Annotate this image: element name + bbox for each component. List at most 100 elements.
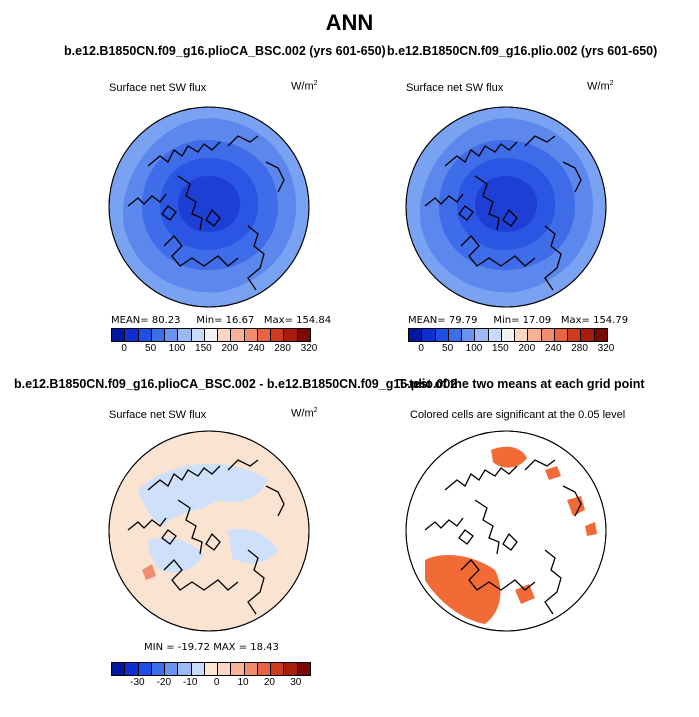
colorbar-cell <box>594 329 607 341</box>
panel-3-colorbar <box>111 662 311 676</box>
significant-region <box>567 496 585 516</box>
coastline <box>265 485 285 517</box>
coastline <box>474 175 500 231</box>
colorbar-cell <box>191 329 205 341</box>
colorbar-tick-label: 50 <box>145 343 157 354</box>
colorbar-cell <box>204 329 219 341</box>
colorbar-cell <box>462 329 476 341</box>
colorbar-tick-label: 150 <box>492 343 509 354</box>
colorbar-tick-label: 320 <box>300 343 318 354</box>
panel-2-min: Min= 17.09 <box>493 315 552 326</box>
colorbar-cell <box>297 329 310 341</box>
colorbar-cell <box>257 663 272 675</box>
panel-1-colorbar-ticks: 0 50 100 150 200 240 280 320 <box>111 343 317 355</box>
coastline <box>460 235 536 267</box>
diff-negative-region <box>228 528 278 564</box>
colorbar-tick-label: 100 <box>168 343 186 354</box>
significant-region <box>585 522 597 536</box>
colorbar-cell <box>257 329 272 341</box>
diff-positive-spot <box>142 564 156 580</box>
panel-3-polar-map <box>108 430 310 632</box>
colorbar-cell <box>178 329 192 341</box>
colorbar-cell <box>165 329 179 341</box>
colorbar-tick-label: 150 <box>195 343 212 354</box>
colorbar-tick-label: 0 <box>121 343 127 354</box>
panel-3-run-title: b.e12.B1850CN.f09_g16.plioCA_BSC.002 - b… <box>14 377 458 391</box>
colorbar-cell <box>271 663 285 675</box>
coastline <box>460 559 536 591</box>
colorbar-cell <box>515 329 529 341</box>
panel-1-polar-map <box>108 106 310 308</box>
colorbar-tick-label: 0 <box>213 677 220 688</box>
coastline <box>147 141 221 167</box>
colorbar-tick-label: 0 <box>418 343 424 354</box>
colorbar-tick-label: 10 <box>237 677 249 688</box>
colorbar-tick-label: 320 <box>597 343 615 354</box>
panel-1-min: Min= 16.67 <box>196 315 255 326</box>
flux-polar-minimum <box>178 176 241 232</box>
flux-polar-minimum <box>475 176 538 232</box>
panel-3-units: W/m2 <box>291 407 318 420</box>
coastline <box>163 559 239 591</box>
colorbar-cell <box>435 329 449 341</box>
map-disc <box>108 430 310 632</box>
colorbar-cell <box>244 663 258 675</box>
colorbar-tick-label: 200 <box>221 343 239 354</box>
panel-2-units: W/m2 <box>587 80 614 93</box>
coastline <box>227 135 259 147</box>
significant-region <box>425 555 501 624</box>
panel-2-stats: MEAN= 79.79 Min= 17.09 Max= 154.79 <box>408 315 628 326</box>
map-border <box>108 106 310 308</box>
coastline <box>424 517 464 531</box>
colorbar-cell <box>218 663 232 675</box>
colorbar-tick-label: 240 <box>544 343 562 354</box>
diff-negative-region <box>148 537 204 573</box>
coastline <box>147 465 221 491</box>
colorbar-cell <box>138 663 152 675</box>
colorbar-cell <box>204 663 219 675</box>
panel-3-stats: MIN = -19.72 MAX = 18.43 <box>144 642 279 653</box>
colorbar-tick-label: 20 <box>263 677 275 688</box>
panel-2-variable-label: Surface net SW flux <box>406 82 504 94</box>
coastline <box>205 208 221 227</box>
colorbar-tick-label: 50 <box>442 343 454 354</box>
colorbar-cell <box>231 329 245 341</box>
panel-4-polar-map <box>405 430 607 632</box>
colorbar-tick-label: 280 <box>571 343 588 354</box>
colorbar-tick-label: -20 <box>156 677 172 688</box>
panel-1-stats: MEAN= 80.23 Min= 16.67 Max= 154.84 <box>111 315 331 326</box>
colorbar-cell <box>112 329 126 341</box>
coastline <box>247 225 265 291</box>
coastline <box>502 532 518 551</box>
panel-1-mean: MEAN= 80.23 <box>111 315 181 326</box>
colorbar-cell <box>244 329 258 341</box>
significant-region <box>545 466 561 480</box>
map-border <box>405 106 607 308</box>
colorbar-cell <box>218 329 232 341</box>
colorbar-cell <box>178 663 192 675</box>
map-border <box>108 430 310 632</box>
colorbar-tick-label: 200 <box>518 343 536 354</box>
significant-region <box>515 584 535 604</box>
colorbar-cell <box>475 329 489 341</box>
colorbar-cell <box>284 329 298 341</box>
coastline <box>544 549 562 615</box>
colorbar-tick-label: 240 <box>247 343 265 354</box>
coastline <box>424 193 464 207</box>
panel-2-polar-map <box>405 106 607 308</box>
colorbar-cell <box>151 329 166 341</box>
colorbar-cell <box>528 329 542 341</box>
coastline <box>458 205 474 221</box>
coastline <box>163 235 239 267</box>
coastline <box>205 532 221 551</box>
coastline <box>474 499 500 555</box>
coastline <box>265 161 285 193</box>
panel-2-run-title: b.e12.B1850CN.f09_g16.plio.002 (yrs 601-… <box>387 44 658 58</box>
colorbar-cell <box>191 663 205 675</box>
coastline <box>524 459 556 471</box>
colorbar-cell <box>448 329 463 341</box>
colorbar-cell <box>488 329 502 341</box>
coastline <box>524 135 556 147</box>
diff-negative-region <box>138 463 268 526</box>
panel-1-variable-label: Surface net SW flux <box>109 82 207 94</box>
